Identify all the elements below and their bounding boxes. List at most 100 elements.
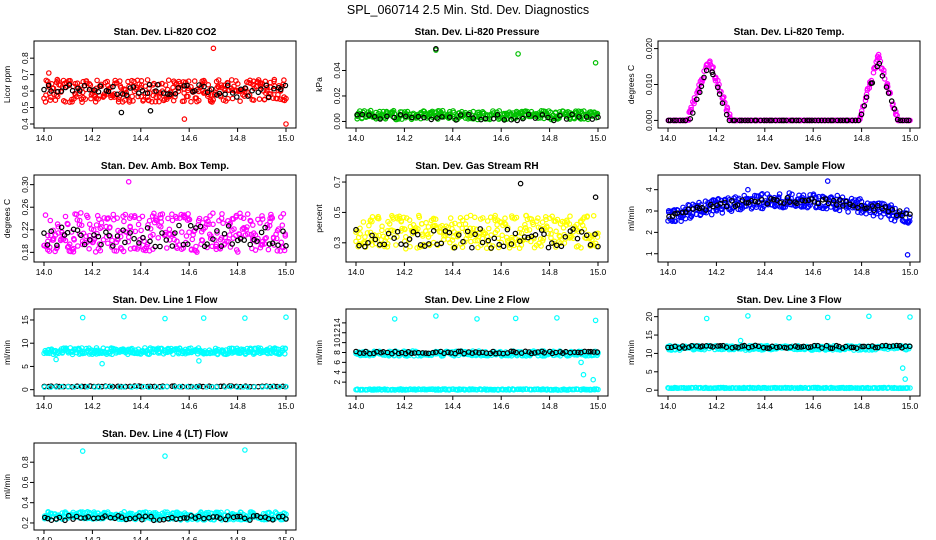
data-point [575, 228, 582, 235]
chart-panel-4: Stan. Dev. Amb. Box Temp. degrees C 14.0 14… [2, 161, 297, 277]
data-point [401, 226, 408, 232]
data-point [122, 239, 128, 246]
data-point [410, 229, 417, 235]
data-point [140, 383, 147, 390]
data-point [95, 89, 102, 95]
data-point [114, 233, 121, 239]
data-point [432, 216, 439, 223]
data-point [539, 112, 546, 118]
data-point [231, 226, 237, 232]
data-point [786, 199, 793, 205]
data-point [519, 115, 526, 122]
data-point [585, 348, 592, 355]
data-point [266, 222, 273, 229]
data-point [469, 244, 475, 251]
data-point [584, 214, 590, 220]
data-point [714, 77, 721, 84]
data-point [471, 214, 478, 221]
data-point [242, 85, 249, 91]
data-point [571, 115, 578, 122]
data-point [848, 344, 855, 351]
data-point [521, 234, 528, 240]
data-point [894, 116, 901, 123]
data-point [590, 376, 597, 383]
data-point [242, 315, 248, 321]
data-point [95, 233, 102, 240]
data-point [472, 237, 478, 244]
data-point [81, 241, 88, 248]
data-point [415, 226, 421, 232]
data-point [118, 109, 125, 116]
data-point [878, 214, 884, 220]
data-point [172, 94, 178, 100]
data-point [79, 314, 86, 321]
data-point [53, 245, 60, 252]
data-point [205, 218, 211, 225]
y-tick-label: 4 [332, 370, 342, 375]
data-point [809, 117, 815, 124]
plot-frame [33, 174, 297, 263]
data-point [531, 386, 538, 393]
data-point [273, 235, 280, 242]
data-point [270, 85, 277, 92]
data-point [136, 240, 142, 246]
y-axis-label: ml/min [626, 206, 636, 231]
data-point [721, 99, 728, 106]
data-point [237, 98, 243, 105]
data-point [548, 235, 554, 241]
data-point [891, 106, 898, 112]
data-point [748, 198, 755, 204]
data-point [888, 98, 895, 104]
data-point [123, 92, 130, 99]
data-point [787, 344, 794, 350]
data-point [117, 78, 123, 84]
data-point [235, 249, 241, 255]
x-tick-label: 14.4 [445, 401, 462, 411]
data-point [707, 58, 713, 65]
data-point [691, 100, 697, 107]
data-point [271, 76, 278, 83]
data-point [665, 344, 671, 351]
x-tick-label: 14.6 [805, 133, 822, 143]
data-point [535, 215, 541, 221]
data-point [151, 517, 157, 524]
data-point [784, 195, 791, 201]
data-point [225, 80, 231, 87]
data-point [391, 228, 397, 234]
data-point [414, 245, 420, 251]
data-point [814, 342, 821, 349]
data-point [165, 77, 172, 84]
data-point [157, 243, 163, 250]
data-point [179, 229, 185, 235]
data-point [238, 214, 244, 220]
data-point [569, 111, 575, 118]
data-point [379, 223, 385, 230]
data-point [767, 117, 773, 124]
x-tick-label: 14.6 [805, 267, 822, 277]
x-tick-label: 14.8 [853, 267, 870, 277]
data-point [196, 82, 202, 88]
data-point [62, 517, 68, 524]
data-point [394, 234, 400, 240]
data-point [528, 350, 535, 357]
panel-title: Stan. Dev. Li-820 Pressure [415, 27, 540, 38]
x-tick-label: 15.0 [278, 133, 295, 143]
data-point [837, 197, 843, 203]
data-point [863, 205, 870, 211]
data-point [263, 235, 270, 241]
data-point [261, 241, 268, 247]
data-point [726, 117, 733, 124]
data-point [156, 98, 162, 105]
data-point [425, 224, 432, 230]
data-point [139, 88, 146, 94]
y-tick-label: 0.7 [332, 176, 342, 188]
data-point [734, 202, 741, 208]
data-point [41, 86, 47, 93]
data-point [261, 96, 268, 103]
x-tick-label: 14.2 [396, 133, 413, 143]
data-point [138, 227, 144, 234]
data-point [247, 517, 253, 523]
data-point [74, 217, 81, 223]
data-point [863, 94, 870, 101]
data-point [433, 45, 439, 52]
